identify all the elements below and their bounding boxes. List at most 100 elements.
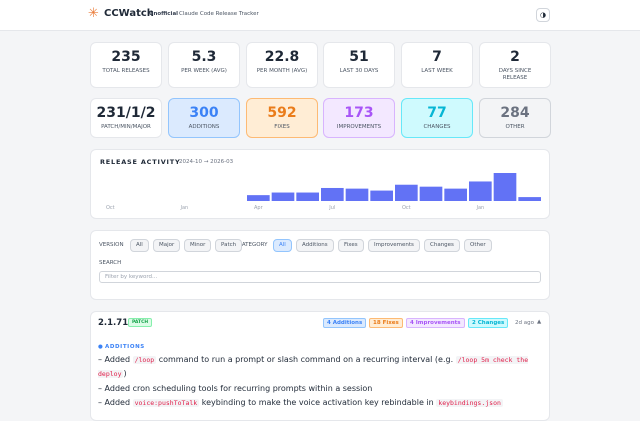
- stat-value: 7: [432, 49, 442, 65]
- activity-range: 2024-10 → 2026-03: [179, 159, 234, 165]
- stat-label: PER WEEK (AVG): [181, 68, 227, 74]
- stat-value: 22.8: [264, 49, 300, 65]
- category-value: 231/1/2: [96, 105, 156, 121]
- x-tick-label: Jan: [475, 205, 484, 211]
- stat-label: DAYS SINCE RELEASE: [498, 68, 532, 81]
- category-value: 284: [500, 105, 530, 121]
- stat-card: 51 LAST 30 DAYS: [323, 42, 395, 88]
- x-tick-label: Oct: [402, 205, 411, 211]
- filter-chip[interactable]: Fixes: [338, 239, 364, 252]
- section-dot: ●: [98, 344, 103, 350]
- bar: [247, 195, 270, 201]
- bar: [493, 173, 517, 201]
- filter-chip[interactable]: All: [273, 239, 292, 252]
- stat-card: 7 LAST WEEK: [401, 42, 473, 88]
- filter-chip[interactable]: Patch: [215, 239, 243, 252]
- section-title: ADDITIONS: [105, 344, 145, 350]
- stat-value: 51: [349, 49, 369, 65]
- filter-label: SEARCH: [99, 260, 122, 266]
- category-badge: 2 Changes: [468, 318, 509, 328]
- collapse-toggle[interactable]: ▲: [537, 319, 542, 325]
- change-item: – Added voice:pushToTalk keybinding to m…: [98, 396, 538, 410]
- category-value: 592: [267, 105, 297, 121]
- stat-value: 235: [111, 49, 141, 65]
- activity-title: RELEASE ACTIVITY: [100, 158, 181, 166]
- filter-chip[interactable]: Additions: [296, 239, 334, 252]
- category-value: 77: [427, 105, 447, 121]
- logo[interactable]: CCWatch: [104, 8, 154, 19]
- category-label: PATCH/MIN/MAJOR: [101, 124, 151, 130]
- filter-label: VERSION: [99, 242, 124, 248]
- stat-label: PER MONTH (AVG): [256, 68, 308, 74]
- bar: [271, 192, 295, 201]
- stat-card: 2 DAYS SINCE RELEASE: [479, 42, 551, 88]
- item-text: Added: [104, 355, 133, 364]
- item-text: Added: [104, 398, 133, 407]
- filter-chip[interactable]: Other: [464, 239, 492, 252]
- release-age: 2d ago: [515, 320, 534, 326]
- tag: Unofficial: [149, 11, 179, 17]
- activity-chart: Oct Jan Apr Jul Oct Jan: [106, 173, 541, 211]
- release-version[interactable]: 2.1.71: [98, 318, 129, 328]
- bar: [370, 190, 393, 201]
- stat-card: 22.8 PER MONTH (AVG): [246, 42, 318, 88]
- x-tick-label: Jul: [328, 205, 335, 211]
- item-text: ): [123, 369, 127, 378]
- subtitle: Claude Code Release Tracker: [179, 11, 259, 17]
- inline-code: keybindings.json: [436, 399, 503, 407]
- bar: [345, 188, 369, 201]
- stat-value: 2: [510, 49, 520, 65]
- category-card[interactable]: 284 OTHER: [479, 98, 551, 138]
- filter-chip[interactable]: Changes: [424, 239, 460, 252]
- category-card[interactable]: 77 CHANGES: [401, 98, 473, 138]
- category-label: OTHER: [505, 124, 525, 130]
- header: [0, 0, 640, 31]
- filter-label: CATEGORY: [238, 242, 268, 248]
- bar: [419, 186, 443, 201]
- filter-chip[interactable]: Major: [153, 239, 181, 252]
- bar: [518, 197, 541, 201]
- bullet: –: [98, 355, 105, 364]
- stat-label: TOTAL RELEASES: [102, 68, 150, 74]
- filter-chip[interactable]: All: [130, 239, 149, 252]
- category-badge: 4 Additions: [323, 318, 367, 328]
- search-input[interactable]: Filter by keyword...: [99, 271, 541, 283]
- category-value: 173: [344, 105, 374, 121]
- x-tick-label: Jan: [179, 205, 188, 211]
- release-kind: PATCH: [128, 318, 153, 327]
- category-card[interactable]: 592 FIXES: [246, 98, 318, 138]
- bar: [296, 192, 319, 201]
- bar: [395, 184, 418, 201]
- bullet: –: [98, 384, 105, 393]
- category-label: FIXES: [274, 124, 290, 130]
- stat-value: 5.3: [191, 49, 217, 65]
- category-label: IMPROVEMENTS: [336, 124, 382, 130]
- stat-label: LAST 30 DAYS: [339, 68, 379, 74]
- category-card[interactable]: 173 IMPROVEMENTS: [323, 98, 395, 138]
- change-item: – Added cron scheduling tools for recurr…: [98, 382, 538, 395]
- x-tick-label: Oct: [106, 205, 115, 211]
- stat-card: 5.3 PER WEEK (AVG): [168, 42, 240, 88]
- category-label: ADDITIONS: [188, 124, 220, 130]
- bar: [321, 187, 344, 201]
- bar: [469, 181, 492, 201]
- item-text: command to run a prompt or slash command…: [156, 355, 456, 364]
- inline-code: voice:pushToTalk: [132, 399, 200, 407]
- category-badge: 4 Improvements: [406, 318, 465, 328]
- stat-card: 235 TOTAL RELEASES: [90, 42, 162, 88]
- logo-icon: ✳: [88, 6, 99, 21]
- inline-code: /loop: [132, 356, 157, 364]
- category-value: 300: [189, 105, 219, 121]
- theme-toggle[interactable]: ◑: [536, 8, 550, 22]
- filter-chip[interactable]: Improvements: [368, 239, 420, 252]
- category-card: 231/1/2 PATCH/MIN/MAJOR: [90, 98, 162, 138]
- change-item: – Added /loop command to run a prompt or…: [98, 353, 538, 381]
- item-text: Added cron scheduling tools for recurrin…: [104, 384, 373, 393]
- filter-chip[interactable]: Minor: [184, 239, 212, 252]
- stat-label: LAST WEEK: [421, 68, 453, 74]
- category-label: CHANGES: [423, 124, 451, 130]
- category-card[interactable]: 300 ADDITIONS: [168, 98, 240, 138]
- x-tick-label: Apr: [254, 205, 264, 211]
- bar: [444, 188, 467, 201]
